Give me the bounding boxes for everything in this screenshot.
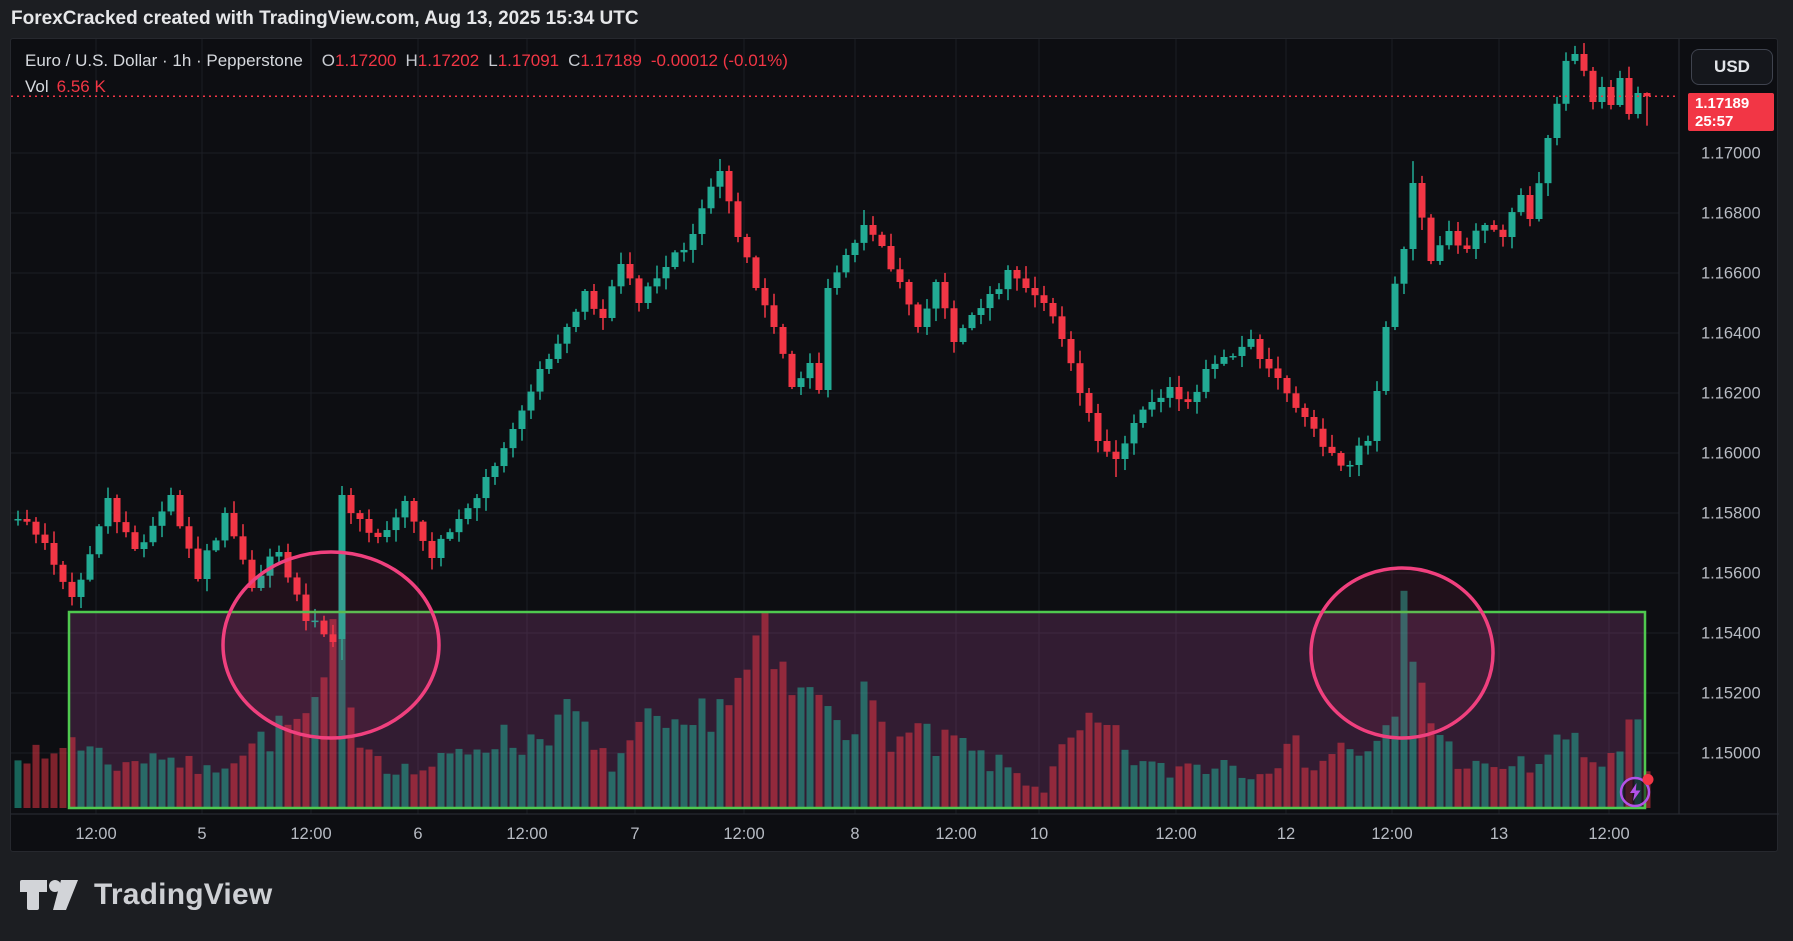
bar-countdown: 25:57 <box>1695 113 1734 130</box>
svg-text:1.15800: 1.15800 <box>1701 505 1761 523</box>
lightning-icon <box>1619 774 1654 808</box>
last-price-label[interactable]: 1.17189 25:57 <box>1688 93 1774 131</box>
svg-text:1.16000: 1.16000 <box>1701 445 1761 463</box>
svg-text:1.16600: 1.16600 <box>1701 265 1761 283</box>
instant-trading-button[interactable] <box>1617 772 1657 812</box>
footer: TradingView <box>0 852 1793 941</box>
svg-text:12: 12 <box>1277 825 1295 843</box>
watermark-bar: ForexCracked created with TradingView.co… <box>0 0 1793 38</box>
svg-text:12:00: 12:00 <box>290 825 331 843</box>
svg-text:1.15400: 1.15400 <box>1701 625 1761 643</box>
support-zone-box-border[interactable] <box>67 610 1647 810</box>
svg-text:8: 8 <box>850 825 859 843</box>
chart-panel: 1.17000 1.16800 1.16600 1.16400 1.16200 1.160… <box>10 38 1779 853</box>
svg-text:12:00: 12:00 <box>75 825 116 843</box>
svg-text:1.15000: 1.15000 <box>1701 745 1761 763</box>
notification-dot <box>1642 774 1654 785</box>
volume-series <box>14 588 1651 808</box>
svg-text:6: 6 <box>413 825 422 843</box>
tradingview-brand-text: TradingView <box>94 878 273 911</box>
svg-text:13: 13 <box>1490 825 1508 843</box>
svg-text:5: 5 <box>197 825 206 843</box>
last-price-value: 1.17189 <box>1695 95 1750 112</box>
svg-text:1.16200: 1.16200 <box>1701 385 1761 403</box>
svg-text:1.15600: 1.15600 <box>1701 565 1761 583</box>
svg-text:12:00: 12:00 <box>935 825 976 843</box>
price-axis[interactable]: 1.17000 1.16800 1.16600 1.16400 1.16200 1.160… <box>1701 145 1761 763</box>
svg-text:12:00: 12:00 <box>506 825 547 843</box>
tradingview-brand-link[interactable]: TradingView <box>18 878 272 912</box>
tradingview-logo-icon <box>20 880 78 910</box>
svg-text:7: 7 <box>630 825 639 843</box>
watermark-text: ForexCracked created with TradingView.co… <box>11 8 639 29</box>
highlight-ellipse-2[interactable] <box>1309 566 1495 740</box>
svg-text:1.16800: 1.16800 <box>1701 205 1761 223</box>
svg-text:1.17000: 1.17000 <box>1701 145 1761 163</box>
svg-text:12:00: 12:00 <box>723 825 764 843</box>
time-axis[interactable]: 12:00 5 12:00 6 12:00 7 12:00 8 12:00 10 12:00 12 12… <box>75 825 1629 843</box>
svg-text:1.16400: 1.16400 <box>1701 325 1761 343</box>
svg-text:1.15200: 1.15200 <box>1701 685 1761 703</box>
candlestick-series <box>14 43 1651 660</box>
chart-canvas[interactable]: 1.17000 1.16800 1.16600 1.16400 1.16200 1.160… <box>11 39 1779 853</box>
svg-text:12:00: 12:00 <box>1588 825 1629 843</box>
svg-text:12:00: 12:00 <box>1371 825 1412 843</box>
svg-text:12:00: 12:00 <box>1155 825 1196 843</box>
currency-toggle-button[interactable]: USD <box>1691 49 1773 85</box>
svg-text:10: 10 <box>1030 825 1048 843</box>
highlight-ellipse-1[interactable] <box>221 550 441 740</box>
